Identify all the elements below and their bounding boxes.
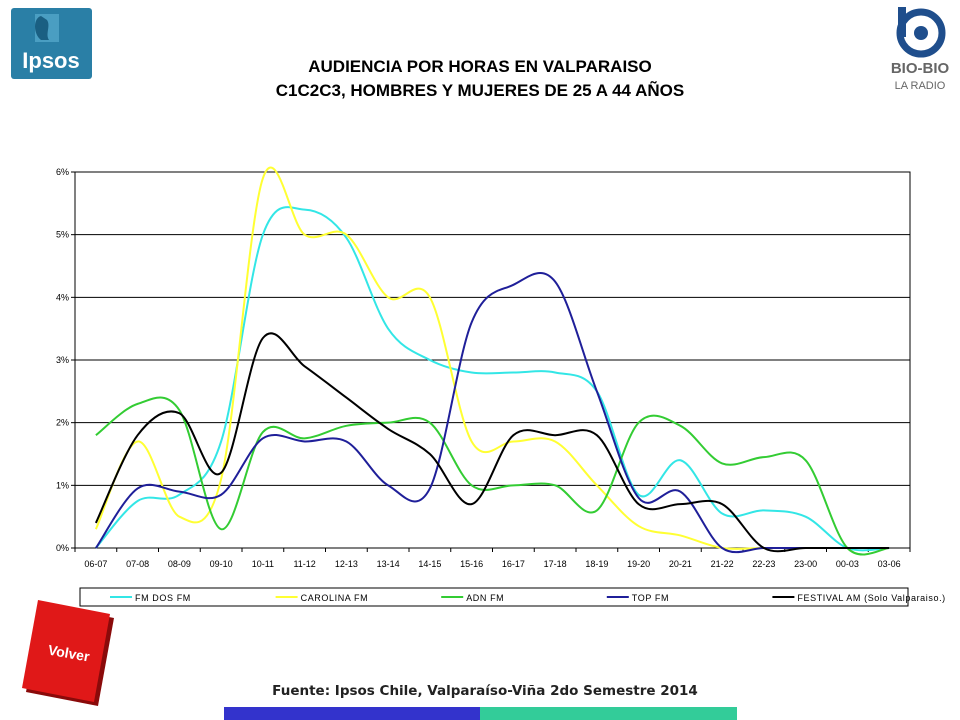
y-tick-label: 3% bbox=[56, 355, 69, 365]
x-tick-label: 19-20 bbox=[627, 559, 650, 569]
x-tick-label: 09-10 bbox=[210, 559, 233, 569]
legend-label: FM DOS FM bbox=[135, 593, 191, 603]
x-tick-label: 07-08 bbox=[126, 559, 149, 569]
series-line-0 bbox=[95, 206, 890, 552]
x-tick-label: 11-12 bbox=[293, 559, 315, 569]
series-line-3 bbox=[95, 272, 890, 554]
x-tick-label: 21-22 bbox=[711, 559, 734, 569]
x-tick-label: 00-03 bbox=[836, 559, 859, 569]
x-tick-label: 13-14 bbox=[377, 559, 400, 569]
x-tick-label: 10-11 bbox=[252, 559, 274, 569]
series-line-4 bbox=[94, 332, 890, 553]
legend-box bbox=[79, 587, 909, 607]
x-tick-label: 23-00 bbox=[794, 559, 817, 569]
x-tick-label: 03-06 bbox=[878, 559, 901, 569]
x-tick-label: 06-07 bbox=[84, 559, 107, 569]
x-tick-label: 17-18 bbox=[544, 559, 567, 569]
x-tick-label: 20-21 bbox=[669, 559, 692, 569]
x-tick-label: 16-17 bbox=[502, 559, 525, 569]
x-tick-label: 18-19 bbox=[585, 559, 608, 569]
series-line-1 bbox=[94, 166, 890, 550]
legend-label: TOP FM bbox=[632, 593, 669, 603]
y-tick-label: 2% bbox=[56, 418, 69, 428]
x-tick-label: 15-16 bbox=[460, 559, 483, 569]
x-tick-label: 22-23 bbox=[752, 559, 775, 569]
legend-label: CAROLINA FM bbox=[301, 593, 369, 603]
biobio-logo-subtext: LA RADIO bbox=[895, 80, 946, 92]
y-tick-label: 4% bbox=[56, 292, 69, 302]
ipsos-logo: Ipsos bbox=[11, 8, 92, 79]
footer-bar-blue bbox=[224, 707, 480, 720]
legend-label: ADN FM bbox=[466, 593, 504, 603]
x-tick-label: 08-09 bbox=[168, 559, 191, 569]
legend-label: FESTIVAL AM (Solo Valparaiso.) bbox=[797, 593, 945, 603]
y-tick-label: 6% bbox=[56, 167, 69, 177]
ipsos-logo-text: Ipsos bbox=[22, 48, 79, 73]
chart-title: AUDIENCIA POR HORAS EN VALPARAISO C1C2C3… bbox=[180, 55, 780, 103]
chart-title-line2: C1C2C3, HOMBRES Y MUJERES DE 25 A 44 AÑO… bbox=[275, 81, 685, 100]
biobio-logo-text: BIO-BIO bbox=[891, 60, 950, 77]
y-tick-label: 5% bbox=[56, 230, 69, 240]
y-tick-label: 1% bbox=[56, 480, 69, 490]
x-tick-label: 12-13 bbox=[335, 559, 358, 569]
source-note: Fuente: Ipsos Chile, Valparaíso-Viña 2do… bbox=[272, 683, 698, 699]
volver-label: Volver bbox=[47, 642, 91, 665]
chart-title-line1: AUDIENCIA POR HORAS EN VALPARAISO bbox=[308, 57, 652, 76]
biobio-logo: BIO-BIO LA RADIO bbox=[885, 5, 955, 97]
y-tick-label: 0% bbox=[56, 543, 69, 553]
series-line-2 bbox=[95, 396, 890, 556]
footer-bar-green bbox=[480, 707, 737, 720]
x-tick-label: 14-15 bbox=[418, 559, 441, 569]
volver-button[interactable]: Volver bbox=[22, 598, 122, 710]
